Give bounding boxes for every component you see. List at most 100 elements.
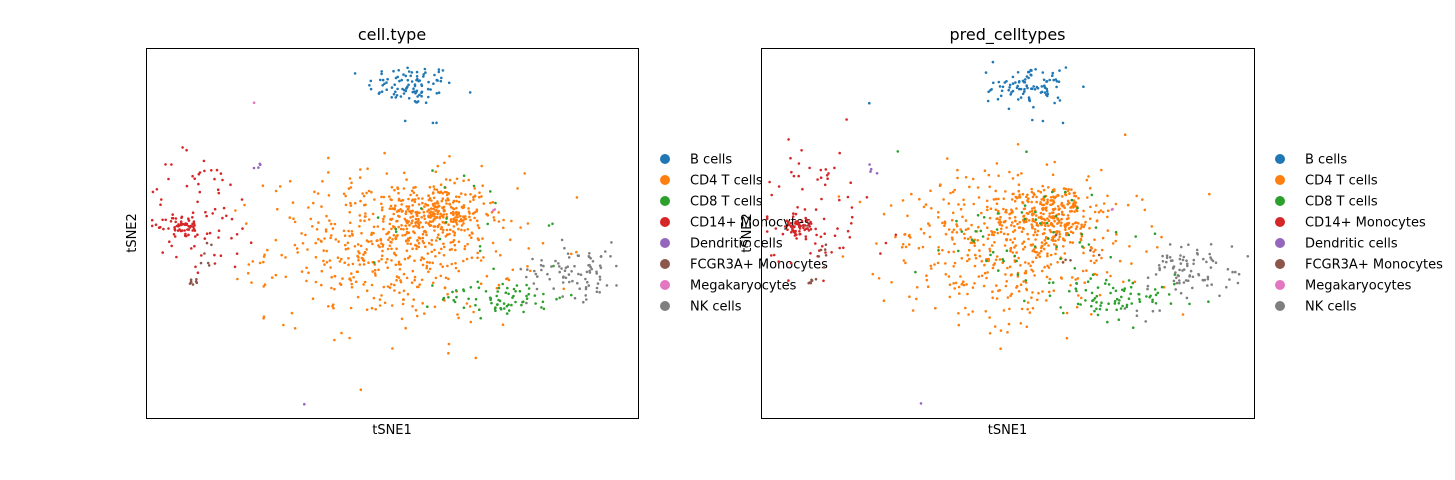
data-point	[824, 168, 828, 171]
data-point	[381, 249, 384, 253]
data-point	[797, 174, 800, 178]
data-point	[490, 210, 494, 214]
data-point	[193, 244, 196, 248]
data-point	[431, 213, 435, 216]
data-point	[380, 208, 384, 212]
data-point	[1106, 209, 1110, 212]
data-point	[1034, 214, 1038, 217]
data-point	[359, 168, 362, 171]
data-point	[1023, 299, 1026, 303]
data-point	[958, 292, 961, 295]
data-point	[1181, 313, 1185, 316]
data-point	[397, 276, 401, 279]
axes-frame	[146, 48, 639, 419]
data-point	[1011, 75, 1015, 79]
data-point	[452, 201, 455, 204]
data-point	[417, 245, 421, 249]
data-point	[1030, 244, 1033, 247]
data-point	[1185, 259, 1188, 263]
data-point	[1036, 229, 1040, 233]
data-point	[588, 252, 591, 255]
data-point	[449, 228, 452, 232]
data-point	[1056, 222, 1059, 225]
data-point	[846, 229, 850, 233]
data-point	[378, 304, 382, 307]
data-point	[465, 257, 469, 261]
data-point	[929, 264, 933, 268]
data-point	[474, 303, 477, 307]
data-point	[1070, 205, 1073, 209]
data-point	[406, 292, 410, 296]
data-point	[1072, 202, 1075, 205]
data-point	[229, 183, 232, 186]
data-point	[213, 253, 216, 257]
data-point	[413, 278, 417, 282]
data-point	[413, 259, 416, 263]
data-point	[367, 189, 371, 193]
data-point	[457, 200, 461, 204]
legend-label: B cells	[1305, 153, 1347, 168]
data-point	[983, 222, 986, 225]
data-point	[501, 282, 505, 286]
data-point	[378, 245, 381, 249]
data-point	[404, 210, 408, 213]
data-point	[441, 231, 445, 234]
data-point	[1056, 193, 1059, 197]
data-point	[1082, 215, 1085, 218]
data-point	[412, 191, 416, 194]
data-point	[562, 287, 566, 291]
data-point	[1005, 226, 1008, 229]
data-point	[198, 171, 202, 174]
data-point	[435, 239, 438, 242]
data-point	[967, 227, 970, 230]
data-point	[235, 233, 239, 236]
data-point	[561, 295, 564, 298]
data-point	[295, 247, 299, 250]
data-point	[825, 174, 829, 177]
data-point	[422, 241, 426, 245]
data-point	[380, 257, 383, 261]
data-point	[325, 249, 329, 253]
data-point	[376, 216, 380, 219]
data-point	[598, 278, 602, 281]
data-point	[518, 289, 522, 293]
data-point	[274, 238, 278, 242]
data-point	[397, 260, 401, 264]
data-point	[1046, 92, 1050, 96]
data-point	[1070, 198, 1074, 202]
data-point	[564, 266, 568, 270]
data-point	[1035, 221, 1038, 225]
data-point	[1011, 221, 1014, 224]
data-point	[284, 256, 287, 259]
data-point	[1017, 196, 1020, 199]
data-point	[548, 277, 551, 281]
data-point	[1084, 220, 1087, 224]
data-point	[1040, 198, 1043, 201]
data-point	[497, 283, 501, 287]
data-point	[1187, 243, 1190, 246]
data-point	[1041, 232, 1045, 236]
data-point	[822, 217, 826, 221]
data-point	[908, 295, 911, 299]
data-point	[950, 236, 954, 239]
data-point	[456, 313, 459, 316]
data-point	[1064, 258, 1067, 262]
data-point	[414, 308, 418, 312]
data-point	[380, 90, 384, 93]
data-point	[1092, 254, 1095, 257]
data-point	[372, 296, 376, 300]
data-point	[1040, 244, 1044, 248]
data-point	[1123, 133, 1127, 136]
data-point	[1098, 293, 1102, 297]
data-point	[417, 236, 421, 239]
data-point	[489, 298, 492, 302]
data-point	[367, 218, 371, 221]
data-point	[1161, 254, 1164, 258]
data-point	[802, 226, 805, 229]
data-point	[495, 294, 499, 298]
data-point	[1115, 233, 1118, 236]
data-point	[437, 68, 441, 71]
data-point	[1013, 254, 1017, 258]
data-point	[1171, 267, 1175, 270]
data-point	[1230, 245, 1234, 248]
